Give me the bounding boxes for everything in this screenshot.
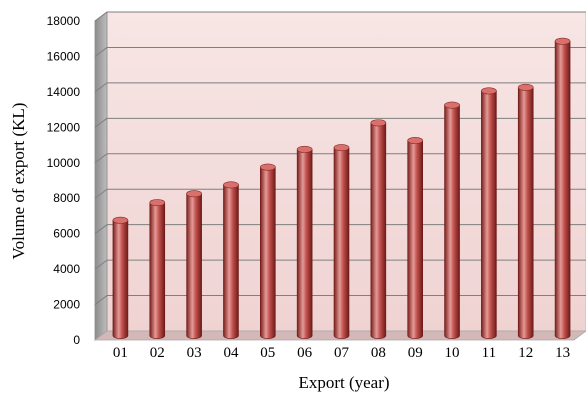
x-tick-label: 07 [334, 345, 350, 361]
bar-body [260, 166, 276, 339]
bars [112, 37, 571, 339]
bar-top [223, 181, 239, 189]
bar-top [444, 101, 460, 109]
bar-top [481, 87, 497, 95]
bar [223, 181, 239, 339]
x-tick-label: 02 [150, 345, 165, 361]
x-tick-label: 05 [260, 345, 275, 361]
bar-body [333, 147, 350, 339]
x-tick-label: 04 [223, 345, 239, 361]
y-tick-labels: 0 2000 4000 6000 8000 10000 12000 14000 16000 180… [47, 14, 81, 347]
bar [186, 190, 202, 339]
bar [149, 199, 166, 339]
bar [554, 37, 571, 339]
y-tick-label: 6000 [53, 227, 80, 241]
bar [296, 145, 313, 339]
bar-top [296, 145, 313, 153]
x-tick-label: 06 [297, 345, 313, 361]
x-tick-label: 01 [113, 345, 128, 361]
bar-top [333, 144, 350, 152]
bar-body [223, 184, 239, 339]
bar-body [112, 220, 129, 339]
bar-body [517, 87, 534, 339]
gridline-side [94, 47, 108, 57]
bar-top [407, 137, 423, 145]
x-tick-label: 03 [187, 345, 202, 361]
bar [260, 163, 276, 339]
bar-body [407, 140, 423, 339]
y-tick-label: 4000 [53, 262, 80, 276]
bar [370, 119, 387, 339]
gridline-side [94, 188, 108, 199]
gridline-side [94, 82, 108, 93]
y-tick-label: 14000 [47, 85, 81, 99]
y-tick-label: 0 [73, 333, 80, 347]
x-tick-label: 12 [518, 345, 533, 361]
bar-top [186, 190, 202, 198]
y-tick-label: 2000 [53, 298, 80, 312]
gridline-side [94, 259, 108, 270]
gridline-side [94, 153, 108, 164]
gridline-side [94, 117, 108, 128]
x-tick-label: 13 [555, 345, 570, 361]
bar [333, 144, 350, 339]
y-tick-label: 16000 [47, 49, 81, 63]
bar-top [554, 37, 571, 45]
y-tick-label: 10000 [47, 156, 81, 170]
x-tick-label: 08 [371, 345, 386, 361]
bar [444, 101, 460, 339]
y-tick-label: 8000 [53, 191, 80, 205]
gridline-side [94, 224, 108, 235]
bar [517, 83, 534, 339]
bar-body [370, 122, 387, 339]
bar [407, 137, 423, 339]
bar-top [517, 83, 534, 91]
bar-body [481, 90, 497, 339]
bar-top [112, 216, 129, 224]
y-axis-title: Volume of export (KL) [9, 103, 28, 260]
x-tick-label: 09 [408, 345, 423, 361]
x-tick-label: 10 [445, 345, 460, 361]
bar [112, 216, 129, 339]
y-tick-label: 18000 [47, 14, 81, 28]
bar-body [554, 41, 571, 339]
y-tick-label: 12000 [47, 120, 81, 134]
bar [481, 87, 497, 339]
bar-body [149, 202, 166, 339]
x-tick-labels: 01 02 03 04 05 06 07 08 09 10 11 12 13 [113, 345, 570, 361]
plot-side-wall [94, 11, 108, 341]
x-tick-label: 11 [482, 345, 496, 361]
x-axis-title: Export (year) [298, 373, 389, 392]
gridline-side [94, 11, 108, 22]
bar-top [260, 163, 276, 171]
bar-body [296, 149, 313, 339]
bar-top [149, 199, 166, 207]
bar-body [186, 193, 202, 339]
gridline-side [94, 295, 108, 305]
bar-top [370, 119, 387, 127]
bar-body [444, 104, 460, 339]
